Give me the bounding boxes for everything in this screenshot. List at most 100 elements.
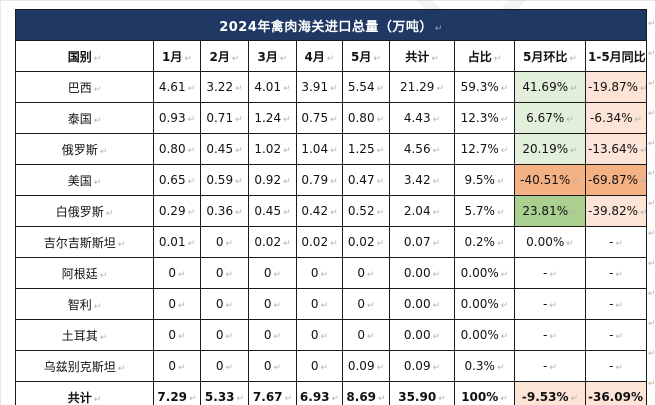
value-cell: - ↵ [514,288,586,320]
line-break-mark-icon: ↵ [648,169,655,179]
cell-text: 0.79 [301,173,329,187]
column-header-4: 4月 ↵ [296,40,343,72]
value-cell: 0.01 ↵ [153,226,201,258]
line-break-mark-icon: ↵ [284,394,293,404]
line-break-mark-icon: ↵ [187,146,196,156]
cell-text: 0.00% [526,235,565,249]
value-cell: 0 ↵ [342,319,390,351]
line-break-mark-icon: ↵ [496,208,505,218]
value-cell: 0 ↵ [200,226,249,258]
cell-text: 0.59 [206,173,234,187]
cell-text: - [543,266,548,280]
value-cell: -19.87%↵ [584,71,648,103]
cell-text: 3.22 [206,80,234,94]
value-cell: 0 ↵ [248,257,297,289]
line-break-mark-icon: ↵ [330,208,338,218]
column-header-9: 1-5月同比↵ [584,40,648,72]
line-break-mark-icon: ↵ [178,332,186,342]
line-break-mark-icon: ↵ [283,239,291,249]
value-cell: 0 ↵ [200,319,249,351]
line-break-mark-icon: ↵ [373,53,381,64]
value-cell: 0.80 ↵ [342,102,390,134]
line-break-mark-icon: ↵ [615,270,624,280]
cell-text: 0.2% [464,235,495,249]
cell-text: 土耳其 [61,328,98,343]
line-break-mark-icon: ↵ [320,301,329,311]
cell-text: 泰国 [67,111,92,126]
line-break-mark-icon: ↵ [93,301,102,312]
value-cell: 0.36 ↵ [200,195,249,227]
value-cell: 5.7% ↵ [454,195,515,227]
value-cell: 59.3% ↵ [454,71,515,103]
cell-text: 1.24 [254,111,282,125]
line-break-mark-icon: ↵ [331,394,340,404]
value-cell: 6.67% ↵ [514,102,586,134]
value-cell: 0 ↵ [153,288,201,320]
value-cell: 0.00 ↵ [389,288,455,320]
line-break-mark-icon: ↵ [283,146,291,156]
value-cell: 0 ↵ [296,288,343,320]
line-break-mark-icon: ↵ [640,208,646,218]
value-cell: 8.69 ↵ [342,381,390,405]
line-break-mark-icon: ↵ [432,208,441,218]
line-break-mark-icon: ↵ [99,270,108,281]
value-cell: 0.00% ↵ [454,319,515,351]
value-cell: 3.91 ↵ [296,71,343,103]
value-cell: 1.24 ↵ [248,102,297,134]
value-cell: 12.3% ↵ [454,102,515,134]
cell-text: -9.53% [521,390,569,404]
cell-text: 巴西 [67,80,92,95]
value-cell: -9.53% ↵ [514,381,586,405]
line-break-mark-icon: ↵ [93,84,102,95]
value-cell: 0 ↵ [200,257,249,289]
cell-text: - [543,359,548,373]
line-break-mark-icon: ↵ [187,115,196,125]
value-cell: 41.69% ↵ [514,71,586,103]
value-cell: 23.81% ↵ [514,195,586,227]
table-row: 共计 ↵ 7.29 ↵ 5.33 ↵ 7.67 ↵ 6.93 ↵ 8.69 ↵ 35.90 ↵ 100% ↵ -… [15,381,648,405]
cell-text: 0.00 [403,266,431,280]
line-break-mark-icon: ↵ [93,53,102,64]
cell-text: 6.67% [526,111,565,125]
line-break-mark-icon: ↵ [432,332,441,342]
table-title-row: 2024年禽肉海关进口总量（万吨） ↵ [14,9,648,41]
table-row: 吉尔吉斯斯坦 ↵ 0.01 ↵ 0 ↵ 0.02 ↵ 0.02 ↵ 0.02 ↵ 0.07 ↵ 0.2% ↵ 0… [15,226,648,258]
line-break-mark-icon: ↵ [279,53,288,64]
cell-text: 乌兹别克斯坦 [43,359,116,374]
cell-text: 吉尔吉斯斯坦 [43,235,116,250]
value-cell: -6.34% ↵ [584,102,648,134]
country-cell: 吉尔吉斯斯坦 ↵ [15,226,154,258]
value-cell: 0 ↵ [153,257,201,289]
value-cell: 0.80 ↵ [153,133,201,165]
value-cell: 0 ↵ [296,350,343,382]
value-cell: 0.79 ↵ [296,164,343,196]
line-break-mark-icon: ↵ [283,115,291,125]
line-break-mark-icon: ↵ [235,84,243,94]
value-cell: 7.29 ↵ [153,381,201,405]
value-cell: -13.64%↵ [584,133,648,165]
line-break-mark-icon: ↵ [648,379,655,389]
column-header-1: 1月 ↵ [153,40,201,72]
cell-text: 0.02 [301,235,329,249]
column-header-3: 3月 ↵ [248,40,297,72]
line-break-mark-icon: ↵ [330,115,338,125]
line-break-mark-icon: ↵ [225,239,234,249]
cell-text: 12.3% [460,111,499,125]
cell-text: 0 [215,359,224,373]
line-break-mark-icon: ↵ [187,177,196,187]
value-cell: 21.29 ↵ [389,71,455,103]
column-header-8: 5月环比 ↵ [514,40,586,72]
line-break-mark-icon: ↵ [566,239,574,249]
table-title-text: 2024年禽肉海关进口总量（万吨） [219,19,433,35]
cell-text: 共计 [67,390,92,405]
table-row: 白俄罗斯 ↵ 0.29 ↵ 0.36 ↵ 0.45 ↵ 0.42 ↵ 0.52 ↵ 2.04 ↵ 5.7% ↵… [15,195,648,227]
cell-text: -36.09% [588,390,643,404]
cell-text: 4.43 [403,111,431,125]
value-cell: 0.09 ↵ [389,350,455,382]
cell-text: 20.19% [522,142,569,156]
line-break-mark-icon: ↵ [648,49,655,59]
end-of-row-marks: ↵ ↵ ↵ ↵ ↵ ↵ ↵ ↵ ↵ ↵ ↵ ↵ ↵ [648,9,655,399]
cell-text: 0.01 [158,235,186,249]
line-break-mark-icon: ↵ [178,363,186,373]
